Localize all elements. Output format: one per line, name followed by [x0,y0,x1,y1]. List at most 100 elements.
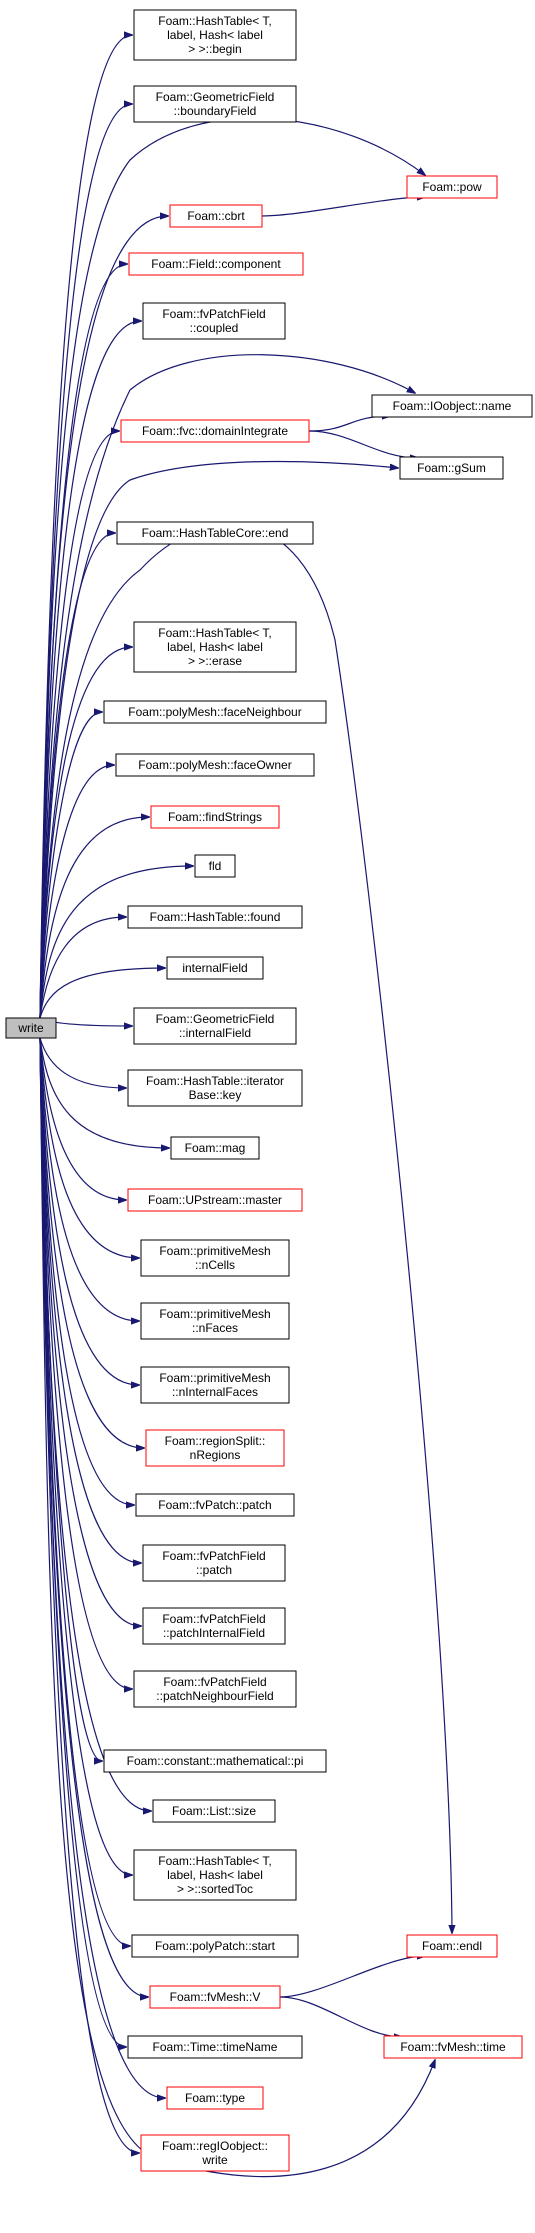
node-size-box [152,1799,276,1823]
node-component-box [128,252,304,276]
node-nInternalFaces[interactable]: Foam::primitiveMesh::nInternalFaces [140,1366,290,1404]
node-nCells[interactable]: Foam::primitiveMesh::nCells [140,1239,290,1277]
node-component-label-line: Foam::Field::component [151,257,281,271]
node-patchInternalField[interactable]: Foam::fvPatchField::patchInternalField [142,1607,286,1645]
node-type[interactable]: Foam::type [166,2086,264,2110]
node-size[interactable]: Foam::List::size [152,1799,276,1823]
node-boundaryField-box [133,85,297,123]
node-master-box [127,1188,303,1212]
edge-root-to-ioname [39,354,415,1019]
node-pow[interactable]: Foam::pow [406,175,498,199]
node-found-box [127,905,303,929]
node-begin-label-line: label, Hash< label [167,28,263,42]
node-pow-label-line: Foam::pow [422,180,482,194]
node-domainIntegrate[interactable]: Foam::fvc::domainIntegrate [120,419,310,443]
node-endl[interactable]: Foam::endl [406,1934,498,1958]
node-fld-box [194,854,236,878]
node-time-box [383,2035,523,2059]
node-fvPatch-patch[interactable]: Foam::fvPatch::patch [135,1493,295,1517]
node-master[interactable]: Foam::UPstream::master [127,1188,303,1212]
node-component[interactable]: Foam::Field::component [128,252,304,276]
edge-root-to-internalField1 [39,968,165,1019]
node-end[interactable]: Foam::HashTableCore::end [116,521,314,545]
node-internalField2[interactable]: Foam::GeometricField::internalField [133,1007,297,1045]
node-ioname[interactable]: Foam::IOobject::name [371,394,533,418]
node-faceNeighbour[interactable]: Foam::polyMesh::faceNeighbour [103,700,327,724]
node-erase-label-line: label, Hash< label [167,640,263,654]
node-fvPatchField-patch-box [142,1544,286,1582]
node-write[interactable]: Foam::regIOobject::write [140,2134,290,2172]
node-sortedToc-label-line: label, Hash< label [167,1868,263,1882]
node-coupled[interactable]: Foam::fvPatchField::coupled [142,302,286,340]
node-erase-label-line: > >::erase [188,654,242,668]
node-gSum-label-line: Foam::gSum [417,461,486,475]
node-internalField1[interactable]: internalField [166,956,264,980]
edge-root-to-domainIntegrate [39,431,119,1019]
node-end-box [116,521,314,545]
node-nRegions-label-line: Foam::regionSplit:: [165,1434,266,1448]
node-V[interactable]: Foam::fvMesh::V [149,1985,281,2009]
node-pow-box [406,175,498,199]
edge-V-to-time [279,1996,402,2037]
node-patchNeighbourField-box [133,1670,297,1708]
node-begin[interactable]: Foam::HashTable< T,label, Hash< label> >… [133,9,297,61]
node-fld[interactable]: fld [194,854,236,878]
root-node-write-label-line: write [17,1021,44,1035]
node-patchInternalField-box [142,1607,286,1645]
node-findStrings[interactable]: Foam::findStrings [150,805,280,829]
node-faceOwner[interactable]: Foam::polyMesh::faceOwner [115,753,315,777]
node-nRegions-label-line: nRegions [190,1448,241,1462]
node-internalField2-box [133,1007,297,1045]
node-write-label-line: Foam::regIOobject:: [162,2139,268,2153]
node-timeName-label-line: Foam::Time::timeName [153,2040,278,2054]
node-patchInternalField-label-line: ::patchInternalField [163,1626,265,1640]
node-timeName[interactable]: Foam::Time::timeName [127,2035,303,2059]
node-fvPatch-patch-label-line: Foam::fvPatch::patch [158,1498,271,1512]
edge-root-to-nInternalFaces [39,1037,139,1385]
node-nFaces[interactable]: Foam::primitiveMesh::nFaces [140,1302,290,1340]
node-sortedToc[interactable]: Foam::HashTable< T,label, Hash< label> >… [133,1849,297,1901]
edge-root-to-sortedToc [39,1037,132,1875]
edge-root-to-nRegions [39,1037,144,1448]
node-begin-label-line: Foam::HashTable< T, [158,14,272,28]
node-ioname-box [371,394,533,418]
node-found[interactable]: Foam::HashTable::found [127,905,303,929]
node-end-label-line: Foam::HashTableCore::end [142,526,289,540]
node-nCells-label-line: Foam::primitiveMesh [159,1244,270,1258]
node-begin-label-line: > >::begin [188,42,241,56]
node-start[interactable]: Foam::polyPatch::start [131,1934,299,1958]
node-nCells-box [140,1239,290,1277]
node-key-box [127,1069,303,1107]
node-nRegions[interactable]: Foam::regionSplit::nRegions [145,1429,285,1467]
node-gSum[interactable]: Foam::gSum [399,456,504,480]
edge-V-to-endl [279,1956,425,1998]
node-sortedToc-label-line: Foam::HashTable< T, [158,1854,272,1868]
node-start-box [131,1934,299,1958]
node-boundaryField[interactable]: Foam::GeometricField::boundaryField [133,85,297,123]
node-key-label-line: Base::key [189,1088,242,1102]
node-cbrt-box [169,204,263,228]
node-nInternalFaces-label-line: ::nInternalFaces [172,1385,258,1399]
root-node-write[interactable]: write [5,1017,57,1039]
node-patchNeighbourField[interactable]: Foam::fvPatchField::patchNeighbourField [133,1670,297,1708]
node-fvPatchField-patch[interactable]: Foam::fvPatchField::patch [142,1544,286,1582]
node-pi[interactable]: Foam::constant::mathematical::pi [103,1749,327,1773]
root-node-write-box [5,1017,57,1039]
node-endl-label-line: Foam::endl [422,1939,482,1953]
node-erase[interactable]: Foam::HashTable< T,label, Hash< label> >… [133,621,297,673]
edge-root-to-patchNeighbourField [39,1037,132,1689]
node-faceOwner-label-line: Foam::polyMesh::faceOwner [138,758,291,772]
edge-root-to-component [39,264,127,1019]
node-mag-label-line: Foam::mag [185,1141,246,1155]
node-internalField2-label-line: Foam::GeometricField [156,1012,275,1026]
node-sortedToc-box [133,1849,297,1901]
edge-domainIntegrate-to-ioname [308,416,390,432]
node-mag[interactable]: Foam::mag [170,1136,260,1160]
node-nFaces-label-line: ::nFaces [192,1321,238,1335]
node-time-label-line: Foam::fvMesh::time [400,2040,506,2054]
node-cbrt[interactable]: Foam::cbrt [169,204,263,228]
node-fld-label-line: fld [209,859,222,873]
node-time[interactable]: Foam::fvMesh::time [383,2035,523,2059]
